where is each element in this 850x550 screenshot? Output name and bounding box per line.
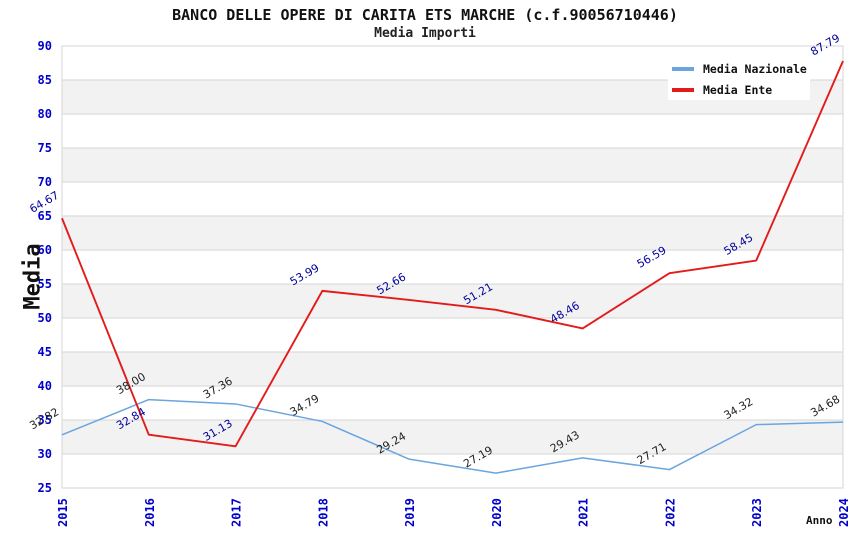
plot-band [62,352,843,386]
point-label: 32.82 [27,405,61,432]
x-tick-label: 2016 [143,498,157,527]
media-ente-line [61,60,844,448]
x-tick-label: 2019 [403,498,417,527]
plot-band [62,420,843,454]
y-tick-label: 30 [38,447,52,461]
plot-border [61,45,844,489]
y-tick-label: 70 [38,175,52,189]
plot-band [62,148,843,182]
chart-subtitle: Media Importi [374,26,476,41]
x-tick-label: 2023 [750,498,764,527]
plot-band [62,114,843,148]
x-tick-label: 2015 [56,498,70,527]
plot-band [62,216,843,250]
y-tick-label: 40 [38,379,52,393]
y-axis-title: Media [20,243,46,310]
media-nazionale-line-swatch [672,66,694,71]
y-tick-label: 45 [38,345,52,359]
legend-label-media-nazionale: Media Nazionale [703,61,807,76]
legend-item-media-nazionale: Media Nazionale [672,58,810,79]
x-tick-label: 2017 [230,498,244,527]
x-axis-title: Anno [806,514,833,527]
x-tick-label: 2024 [837,498,850,527]
y-tick-label: 60 [38,243,52,257]
legend-item-media-ente: Media Ente [672,79,810,100]
plot-band [62,454,843,488]
y-tick-label: 65 [38,209,52,223]
plot-band [62,182,843,216]
y-tick-label: 90 [38,39,52,53]
chart-title: BANCO DELLE OPERE DI CARITA ETS MARCHE (… [172,6,678,24]
y-tick-label: 25 [38,481,52,495]
media-ente-line-swatch [672,87,694,92]
x-tick-label: 2018 [316,498,330,527]
y-tick-label: 80 [38,107,52,121]
y-tick-label: 55 [38,277,52,291]
y-tick-label: 75 [38,141,52,155]
x-tick-label: 2021 [577,498,591,527]
plot-band [62,318,843,352]
plot-band [62,386,843,420]
legend: Media Nazionale Media Ente [668,55,810,100]
x-tick-label: 2020 [490,498,504,527]
y-tick-label: 85 [38,73,52,87]
plot-band [62,284,843,318]
legend-label-media-ente: Media Ente [703,82,773,97]
x-tick-label: 2022 [663,498,677,527]
y-tick-label: 50 [38,311,52,325]
media-nazionale-line [61,398,844,474]
y-tick-label: 35 [38,413,52,427]
